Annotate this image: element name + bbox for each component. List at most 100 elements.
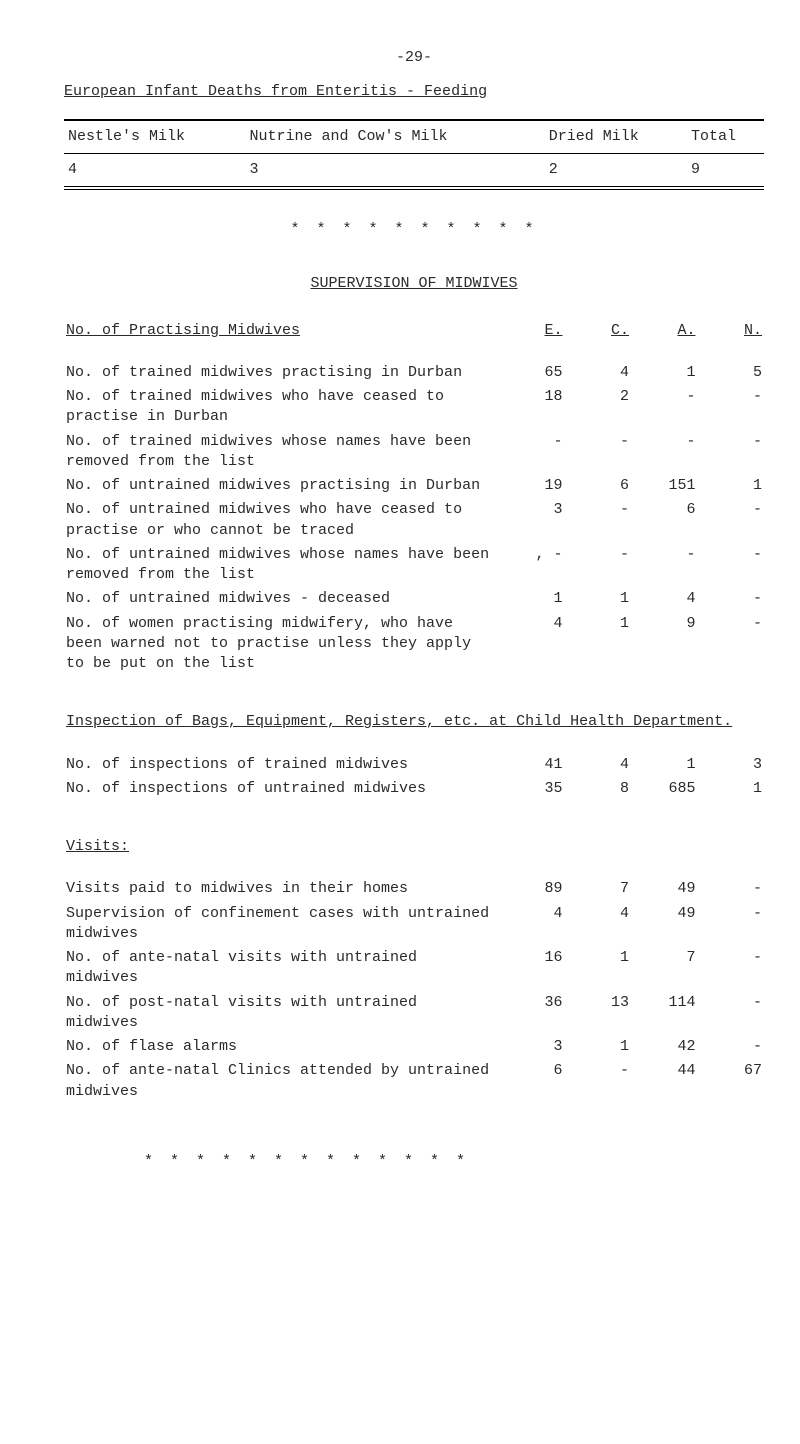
table-row-label: No. of ante-natal visits with untrained … [64, 946, 498, 991]
table-row-c: 13 [565, 991, 632, 1036]
feed-value-2: 2 [545, 153, 687, 188]
feed-header-3: Total [687, 120, 764, 154]
table-row-n: 67 [698, 1059, 765, 1104]
feed-value-0: 4 [64, 153, 246, 188]
table-row-c: 2 [565, 385, 632, 430]
table-row-a: 1 [631, 361, 698, 385]
table-row-a: 685 [631, 777, 698, 801]
table-row-n: - [698, 877, 765, 901]
table-row-a: 151 [631, 474, 698, 498]
table-row-c: 1 [565, 587, 632, 611]
table-row-c: - [565, 430, 632, 475]
table-row-a: 114 [631, 991, 698, 1036]
table-row-e: - [498, 430, 565, 475]
table-row-a: 6 [631, 498, 698, 543]
table-row-e: 18 [498, 385, 565, 430]
top-title: European Infant Deaths from Enteritis - … [64, 82, 764, 102]
table-row-label: No. of inspections of trained midwives [64, 753, 498, 777]
table-row-e: 3 [498, 498, 565, 543]
table-row-label: No. of untrained midwives who have cease… [64, 498, 498, 543]
table-row-label: No. of trained midwives who have ceased … [64, 385, 498, 430]
table-row-c: - [565, 1059, 632, 1104]
table-row-label: No. of post-natal visits with untrained … [64, 991, 498, 1036]
table-row-e: 4 [498, 612, 565, 677]
table-row-n: 1 [698, 474, 765, 498]
table-row-a: 42 [631, 1035, 698, 1059]
table-row-n: 5 [698, 361, 765, 385]
table-row-label: Supervision of confinement cases with un… [64, 902, 498, 947]
table-row-label: No. of untrained midwives whose names ha… [64, 543, 498, 588]
table-row-a: 7 [631, 946, 698, 991]
visits-title: Visits: [64, 835, 764, 859]
table-row-label: No. of flase alarms [64, 1035, 498, 1059]
practising-midwives-table: No. of Practising Midwives E. C. A. N. N… [64, 319, 764, 1104]
col-header-e: E. [498, 319, 565, 343]
table-row-label: No. of untrained midwives - deceased [64, 587, 498, 611]
table-row-label: Visits paid to midwives in their homes [64, 877, 498, 901]
table-row-a: 44 [631, 1059, 698, 1104]
table-row-e: , - [498, 543, 565, 588]
table-row-n: - [698, 385, 765, 430]
table-row-a: 49 [631, 902, 698, 947]
table-row-a: 1 [631, 753, 698, 777]
table-row-c: 4 [565, 902, 632, 947]
star-divider-bottom: * * * * * * * * * * * * * [144, 1152, 764, 1172]
col-header-label: No. of Practising Midwives [64, 319, 498, 343]
col-header-n: N. [698, 319, 765, 343]
table-row-label: No. of trained midwives practising in Du… [64, 361, 498, 385]
supervision-heading: SUPERVISION OF MIDWIVES [64, 274, 764, 294]
table-row-n: 3 [698, 753, 765, 777]
table-row-e: 89 [498, 877, 565, 901]
table-row-c: 1 [565, 612, 632, 677]
table-row-e: 36 [498, 991, 565, 1036]
feed-header-2: Dried Milk [545, 120, 687, 154]
table-row-c: - [565, 543, 632, 588]
table-row-e: 65 [498, 361, 565, 385]
table-row-c: 1 [565, 946, 632, 991]
inspection-title: Inspection of Bags, Equipment, Registers… [64, 710, 764, 734]
table-row-n: - [698, 587, 765, 611]
table-row-n: - [698, 902, 765, 947]
table-row-e: 3 [498, 1035, 565, 1059]
table-row-n: - [698, 991, 765, 1036]
table-row-n: - [698, 612, 765, 677]
col-header-a: A. [631, 319, 698, 343]
table-row-a: - [631, 543, 698, 588]
table-row-e: 41 [498, 753, 565, 777]
feed-header-0: Nestle's Milk [64, 120, 246, 154]
table-row-c: - [565, 498, 632, 543]
feed-value-1: 3 [246, 153, 545, 188]
table-row-a: 4 [631, 587, 698, 611]
page-number: -29- [64, 48, 764, 68]
table-row-e: 35 [498, 777, 565, 801]
feed-value-3: 9 [687, 153, 764, 188]
table-row-a: - [631, 430, 698, 475]
table-row-n: - [698, 946, 765, 991]
table-row-label: No. of inspections of untrained midwives [64, 777, 498, 801]
table-row-e: 4 [498, 902, 565, 947]
table-row-c: 6 [565, 474, 632, 498]
table-row-c: 4 [565, 361, 632, 385]
table-row-a: 9 [631, 612, 698, 677]
table-row-e: 6 [498, 1059, 565, 1104]
feeding-table: Nestle's Milk Nutrine and Cow's Milk Dri… [64, 119, 764, 191]
star-divider-top: * * * * * * * * * * [64, 220, 764, 240]
table-row-label: No. of women practising midwifery, who h… [64, 612, 498, 677]
table-row-n: 1 [698, 777, 765, 801]
table-row-n: - [698, 1035, 765, 1059]
table-row-c: 8 [565, 777, 632, 801]
table-row-e: 16 [498, 946, 565, 991]
table-row-n: - [698, 498, 765, 543]
table-row-c: 1 [565, 1035, 632, 1059]
table-row-n: - [698, 430, 765, 475]
table-row-e: 19 [498, 474, 565, 498]
table-row-label: No. of ante-natal Clinics attended by un… [64, 1059, 498, 1104]
table-row-n: - [698, 543, 765, 588]
col-header-c: C. [565, 319, 632, 343]
table-row-e: 1 [498, 587, 565, 611]
table-row-a: - [631, 385, 698, 430]
table-row-label: No. of untrained midwives practising in … [64, 474, 498, 498]
table-row-label: No. of trained midwives whose names have… [64, 430, 498, 475]
table-row-c: 7 [565, 877, 632, 901]
table-row-c: 4 [565, 753, 632, 777]
